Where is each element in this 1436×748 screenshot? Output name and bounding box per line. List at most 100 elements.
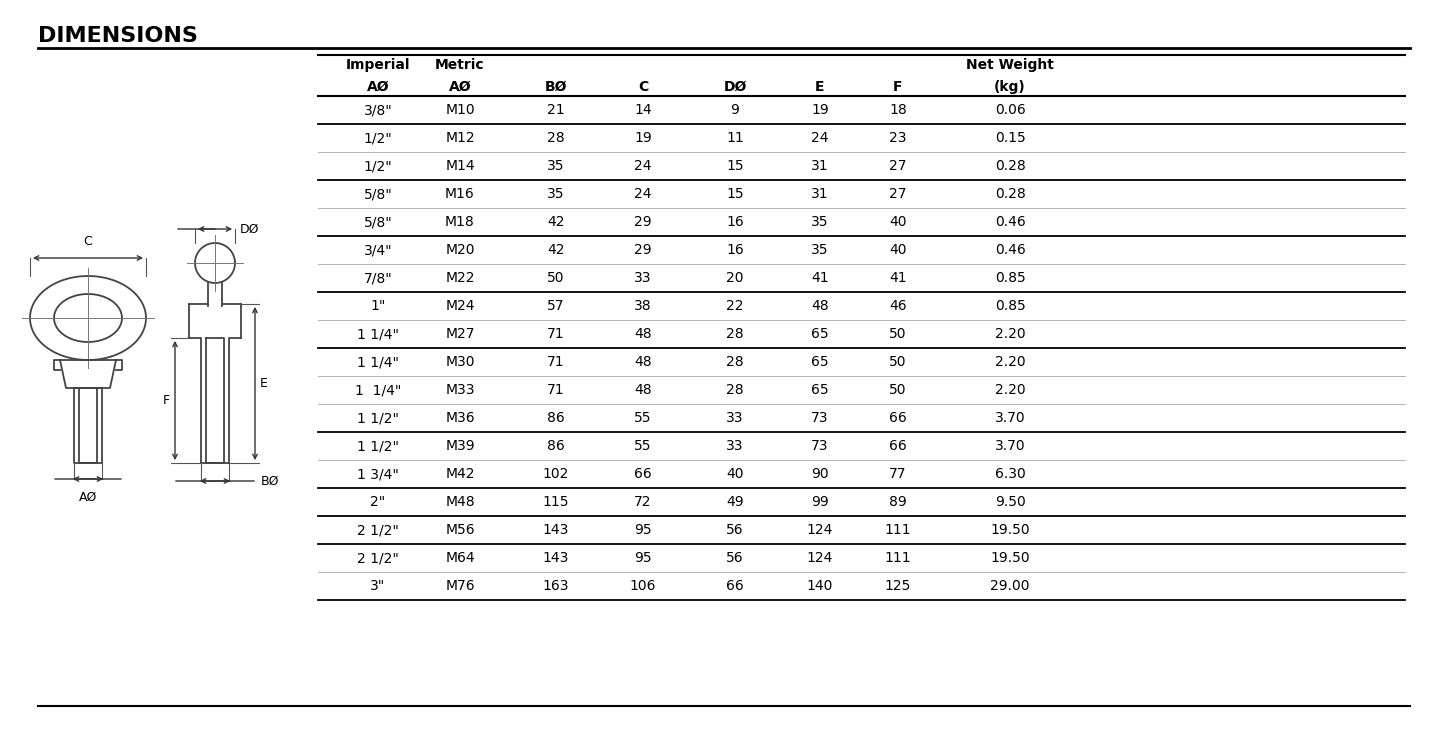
Text: AØ: AØ bbox=[79, 491, 98, 504]
Text: 29: 29 bbox=[635, 243, 652, 257]
Text: E: E bbox=[260, 377, 269, 390]
Text: 1 1/2": 1 1/2" bbox=[358, 411, 399, 425]
Text: 16: 16 bbox=[727, 215, 744, 229]
Text: 140: 140 bbox=[807, 579, 833, 593]
Text: 2.20: 2.20 bbox=[995, 383, 1025, 397]
Text: 1 1/4": 1 1/4" bbox=[358, 327, 399, 341]
Text: BØ: BØ bbox=[261, 474, 280, 488]
Text: 48: 48 bbox=[811, 299, 829, 313]
Text: 73: 73 bbox=[811, 439, 829, 453]
Text: M10: M10 bbox=[445, 103, 475, 117]
Text: 48: 48 bbox=[635, 383, 652, 397]
Text: 27: 27 bbox=[889, 159, 906, 173]
Text: F: F bbox=[893, 80, 903, 94]
Text: 124: 124 bbox=[807, 523, 833, 537]
Text: 42: 42 bbox=[547, 215, 564, 229]
Text: 40: 40 bbox=[727, 467, 744, 481]
Text: 1 1/2": 1 1/2" bbox=[358, 439, 399, 453]
Text: 28: 28 bbox=[727, 355, 744, 369]
Text: 15: 15 bbox=[727, 187, 744, 201]
Text: M16: M16 bbox=[445, 187, 475, 201]
Text: M42: M42 bbox=[445, 467, 475, 481]
Text: 65: 65 bbox=[811, 383, 829, 397]
Text: 57: 57 bbox=[547, 299, 564, 313]
Text: 1 3/4": 1 3/4" bbox=[358, 467, 399, 481]
Text: 66: 66 bbox=[889, 439, 908, 453]
Text: 102: 102 bbox=[543, 467, 569, 481]
Text: 35: 35 bbox=[547, 159, 564, 173]
Text: 65: 65 bbox=[811, 327, 829, 341]
Text: 33: 33 bbox=[635, 271, 652, 285]
Text: M76: M76 bbox=[445, 579, 475, 593]
Text: Net Weight: Net Weight bbox=[966, 58, 1054, 72]
Text: 66: 66 bbox=[727, 579, 744, 593]
Text: 66: 66 bbox=[889, 411, 908, 425]
Text: 7/8": 7/8" bbox=[363, 271, 392, 285]
Text: DIMENSIONS: DIMENSIONS bbox=[37, 26, 198, 46]
Text: 124: 124 bbox=[807, 551, 833, 565]
Text: 19.50: 19.50 bbox=[991, 551, 1030, 565]
Text: 0.15: 0.15 bbox=[995, 131, 1025, 145]
Text: 0.28: 0.28 bbox=[995, 187, 1025, 201]
Text: M22: M22 bbox=[445, 271, 475, 285]
Text: 22: 22 bbox=[727, 299, 744, 313]
Text: 19: 19 bbox=[635, 131, 652, 145]
Text: 0.06: 0.06 bbox=[995, 103, 1025, 117]
Text: 40: 40 bbox=[889, 215, 906, 229]
Text: M24: M24 bbox=[445, 299, 475, 313]
Text: 50: 50 bbox=[889, 327, 906, 341]
Text: M48: M48 bbox=[445, 495, 475, 509]
Text: 9.50: 9.50 bbox=[995, 495, 1025, 509]
Text: 16: 16 bbox=[727, 243, 744, 257]
Text: 77: 77 bbox=[889, 467, 906, 481]
Text: M27: M27 bbox=[445, 327, 475, 341]
Text: 19.50: 19.50 bbox=[991, 523, 1030, 537]
Text: M18: M18 bbox=[445, 215, 475, 229]
Text: 41: 41 bbox=[811, 271, 829, 285]
Text: DØ: DØ bbox=[724, 80, 747, 94]
Text: 56: 56 bbox=[727, 551, 744, 565]
Text: M56: M56 bbox=[445, 523, 475, 537]
Text: 49: 49 bbox=[727, 495, 744, 509]
Text: M36: M36 bbox=[445, 411, 475, 425]
Text: C: C bbox=[638, 80, 648, 94]
Text: 71: 71 bbox=[547, 355, 564, 369]
Text: 28: 28 bbox=[727, 383, 744, 397]
Text: 40: 40 bbox=[889, 243, 906, 257]
Text: 2.20: 2.20 bbox=[995, 355, 1025, 369]
Text: 24: 24 bbox=[811, 131, 829, 145]
Text: 86: 86 bbox=[547, 439, 564, 453]
Text: 21: 21 bbox=[547, 103, 564, 117]
Text: 41: 41 bbox=[889, 271, 906, 285]
Text: 1 1/4": 1 1/4" bbox=[358, 355, 399, 369]
Text: 2 1/2": 2 1/2" bbox=[358, 551, 399, 565]
Text: 24: 24 bbox=[635, 159, 652, 173]
Text: 1/2": 1/2" bbox=[363, 159, 392, 173]
Text: 66: 66 bbox=[635, 467, 652, 481]
Text: 18: 18 bbox=[889, 103, 908, 117]
Text: 55: 55 bbox=[635, 439, 652, 453]
Text: DØ: DØ bbox=[240, 222, 260, 236]
Text: 35: 35 bbox=[811, 215, 829, 229]
Text: 3.70: 3.70 bbox=[995, 439, 1025, 453]
Text: 99: 99 bbox=[811, 495, 829, 509]
Text: 19: 19 bbox=[811, 103, 829, 117]
Text: 5/8": 5/8" bbox=[363, 215, 392, 229]
Text: 48: 48 bbox=[635, 327, 652, 341]
Text: 29: 29 bbox=[635, 215, 652, 229]
Text: 23: 23 bbox=[889, 131, 906, 145]
Text: 65: 65 bbox=[811, 355, 829, 369]
Text: 1": 1" bbox=[370, 299, 386, 313]
Text: 0.46: 0.46 bbox=[995, 243, 1025, 257]
Text: 111: 111 bbox=[885, 551, 912, 565]
Text: 0.85: 0.85 bbox=[995, 299, 1025, 313]
Text: AØ: AØ bbox=[366, 80, 389, 94]
Text: 143: 143 bbox=[543, 523, 569, 537]
Text: M33: M33 bbox=[445, 383, 475, 397]
Text: (kg): (kg) bbox=[994, 80, 1025, 94]
Text: 89: 89 bbox=[889, 495, 908, 509]
Text: C: C bbox=[83, 235, 92, 248]
Text: 33: 33 bbox=[727, 439, 744, 453]
Text: 115: 115 bbox=[543, 495, 569, 509]
Text: 31: 31 bbox=[811, 187, 829, 201]
